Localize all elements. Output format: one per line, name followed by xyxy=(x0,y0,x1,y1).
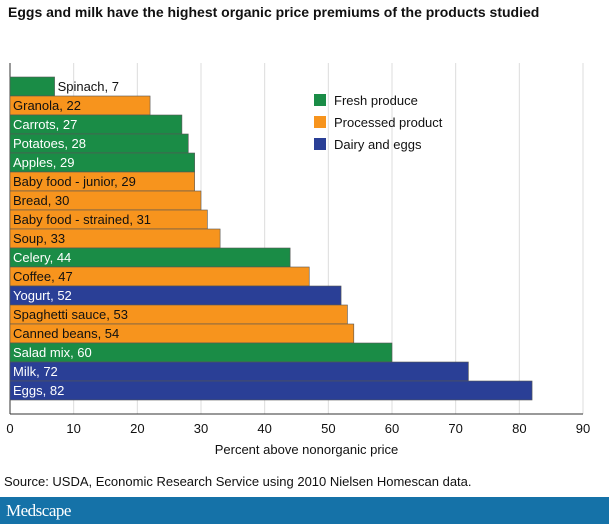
x-tick-label: 70 xyxy=(448,421,462,436)
bar-label: Potatoes, 28 xyxy=(13,136,86,151)
bar-label: Carrots, 27 xyxy=(13,117,77,132)
bar-label: Milk, 72 xyxy=(13,364,58,379)
x-tick-label: 50 xyxy=(321,421,335,436)
legend-label: Fresh produce xyxy=(334,93,418,108)
legend-swatch xyxy=(314,138,326,150)
bar-label: Salad mix, 60 xyxy=(13,345,92,360)
x-tick-label: 10 xyxy=(66,421,80,436)
bar-label: Celery, 44 xyxy=(13,250,71,265)
bar-label: Bread, 30 xyxy=(13,193,69,208)
bar-label: Apples, 29 xyxy=(13,155,74,170)
bar xyxy=(9,380,533,401)
legend-swatch xyxy=(314,116,326,128)
bar xyxy=(9,76,55,97)
legend-label: Dairy and eggs xyxy=(334,137,422,152)
bar-label: Granola, 22 xyxy=(13,98,81,113)
brand-banner: Medscape xyxy=(0,497,609,524)
bar-label: Eggs, 82 xyxy=(13,383,64,398)
x-tick-label: 80 xyxy=(512,421,526,436)
chart-title: Eggs and milk have the highest organic p… xyxy=(8,4,540,20)
bar xyxy=(9,361,469,382)
x-tick-label: 30 xyxy=(194,421,208,436)
x-tick-label: 0 xyxy=(6,421,13,436)
bar-label: Baby food - junior, 29 xyxy=(13,174,136,189)
bar-label: Baby food - strained, 31 xyxy=(13,212,151,227)
bar-label: Coffee, 47 xyxy=(13,269,73,284)
x-tick-label: 40 xyxy=(257,421,271,436)
bar-label: Soup, 33 xyxy=(13,231,65,246)
bar-label: Yogurt, 52 xyxy=(13,288,72,303)
bar-chart: 0 10 20 30 40 50 60 70 80 90 Spinach, 7 Granola, 22… xyxy=(6,63,590,457)
x-axis-label: Percent above nonorganic price xyxy=(215,442,399,457)
bar-label: Canned beans, 54 xyxy=(13,326,119,341)
legend-swatch xyxy=(314,94,326,106)
medscape-logo: Medscape xyxy=(6,501,71,520)
x-tick-label: 20 xyxy=(130,421,144,436)
bar-label: Spaghetti sauce, 53 xyxy=(13,307,128,322)
bar-label: Spinach, 7 xyxy=(58,79,119,94)
legend-label: Processed product xyxy=(334,115,443,130)
x-tick-label: 60 xyxy=(385,421,399,436)
source-note: Source: USDA, Economic Research Service … xyxy=(4,474,472,489)
x-tick-label: 90 xyxy=(576,421,590,436)
